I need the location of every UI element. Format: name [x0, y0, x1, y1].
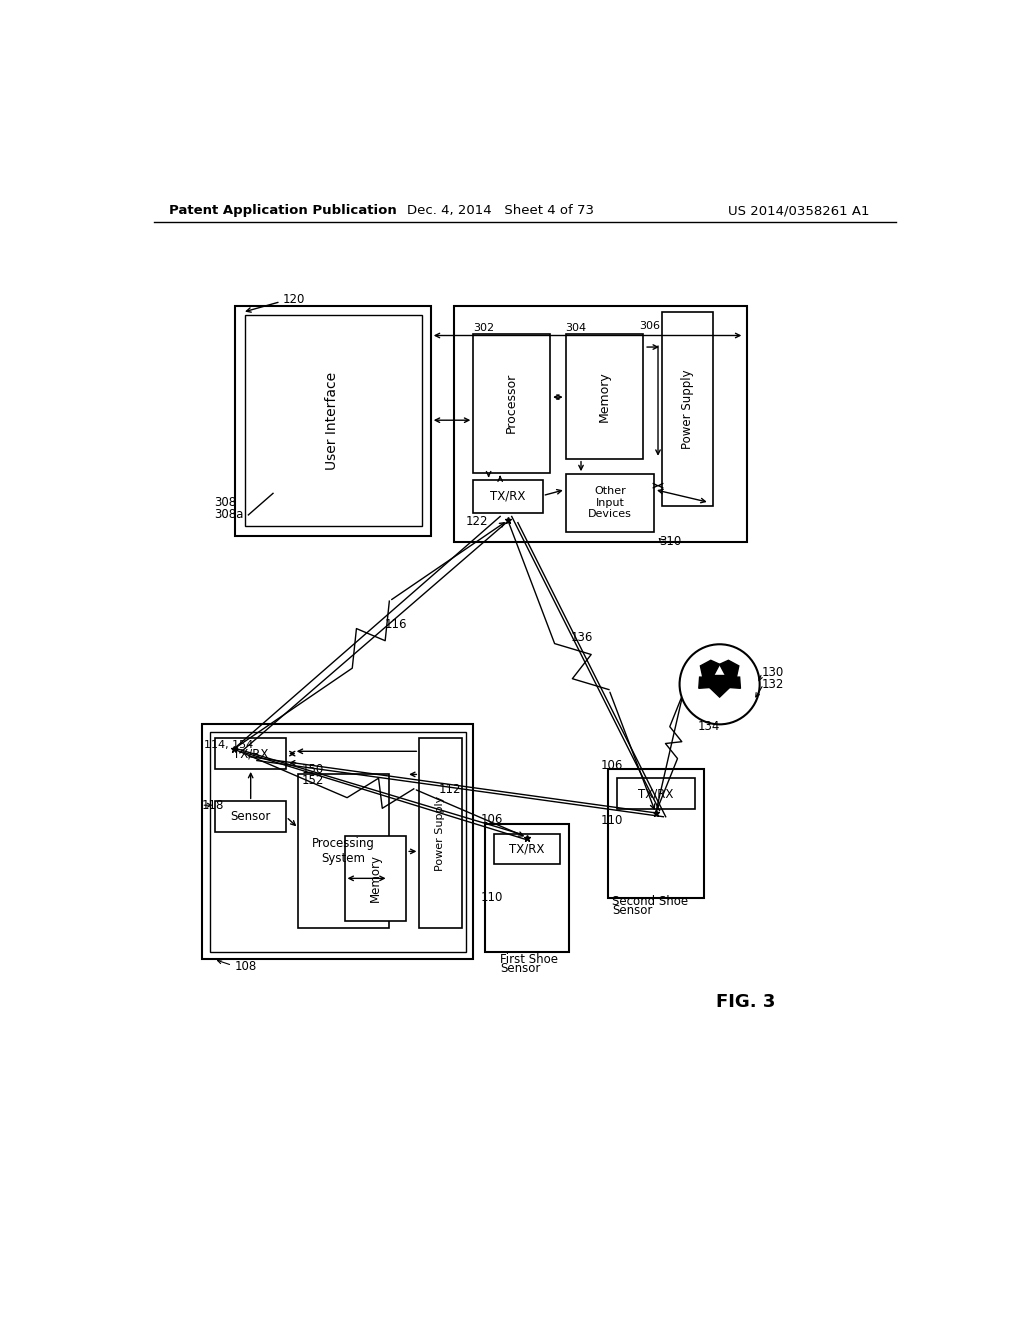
Text: 308: 308: [214, 496, 236, 510]
Polygon shape: [700, 660, 720, 677]
Bar: [419, 738, 462, 928]
Bar: [565, 474, 654, 532]
Text: 118: 118: [202, 799, 224, 812]
Text: Power Supply: Power Supply: [681, 370, 694, 449]
Text: Sensor: Sensor: [500, 962, 541, 975]
Text: Sensor: Sensor: [611, 904, 652, 917]
Bar: [215, 738, 286, 770]
Text: 110: 110: [600, 814, 623, 828]
Bar: [215, 801, 286, 832]
Bar: [454, 306, 746, 543]
Text: Sensor: Sensor: [230, 810, 271, 824]
Text: 308a: 308a: [214, 508, 243, 520]
Text: 150: 150: [301, 763, 324, 776]
Polygon shape: [726, 676, 740, 688]
Circle shape: [680, 644, 760, 725]
Text: 132: 132: [762, 677, 784, 690]
Text: 108: 108: [234, 961, 257, 973]
Text: 112: 112: [438, 783, 461, 796]
Text: Second Shoe: Second Shoe: [611, 895, 688, 908]
Text: 136: 136: [571, 631, 593, 644]
Text: Power Supply: Power Supply: [435, 795, 445, 871]
Text: TX/RX: TX/RX: [490, 490, 525, 503]
Bar: [565, 334, 643, 459]
Text: TX/RX: TX/RX: [233, 747, 268, 760]
Text: Processor: Processor: [505, 374, 518, 433]
Text: 130: 130: [762, 667, 784, 680]
Text: 134: 134: [698, 721, 721, 733]
Text: 310: 310: [658, 536, 681, 548]
Bar: [662, 313, 714, 507]
Bar: [608, 770, 705, 898]
Polygon shape: [720, 660, 739, 677]
Bar: [484, 825, 569, 952]
Bar: [617, 779, 695, 809]
Bar: [345, 836, 407, 921]
Bar: [473, 480, 543, 512]
Text: Memory: Memory: [369, 854, 382, 903]
Bar: [234, 306, 431, 536]
Text: US 2014/0358261 A1: US 2014/0358261 A1: [728, 205, 869, 218]
Text: First Shoe: First Shoe: [500, 953, 558, 966]
Bar: [202, 725, 473, 960]
Text: User Interface: User Interface: [326, 372, 339, 470]
Text: 116: 116: [385, 618, 408, 631]
Text: 110: 110: [481, 891, 503, 904]
Text: 302: 302: [473, 323, 495, 333]
Text: 122: 122: [466, 515, 488, 528]
Polygon shape: [698, 676, 714, 688]
Text: Patent Application Publication: Patent Application Publication: [169, 205, 397, 218]
Text: 152: 152: [301, 774, 324, 787]
Text: 304: 304: [565, 323, 587, 333]
Text: Memory: Memory: [598, 371, 610, 421]
Text: 106: 106: [600, 759, 623, 772]
Text: Dec. 4, 2014   Sheet 4 of 73: Dec. 4, 2014 Sheet 4 of 73: [407, 205, 594, 218]
Text: FIG. 3: FIG. 3: [716, 993, 775, 1011]
Text: 106: 106: [481, 813, 503, 826]
Bar: [298, 775, 388, 928]
Polygon shape: [710, 676, 730, 697]
Text: 114, 154: 114, 154: [204, 741, 253, 750]
Bar: [210, 733, 466, 952]
Text: 306: 306: [639, 321, 659, 331]
Text: Other
Input
Devices: Other Input Devices: [589, 486, 632, 519]
Bar: [473, 334, 550, 473]
Text: TX/RX: TX/RX: [509, 842, 545, 855]
Text: 120: 120: [283, 293, 305, 306]
Text: Processing
System: Processing System: [311, 837, 375, 866]
Text: TX/RX: TX/RX: [638, 787, 674, 800]
Bar: [494, 834, 560, 865]
Bar: [245, 315, 422, 527]
